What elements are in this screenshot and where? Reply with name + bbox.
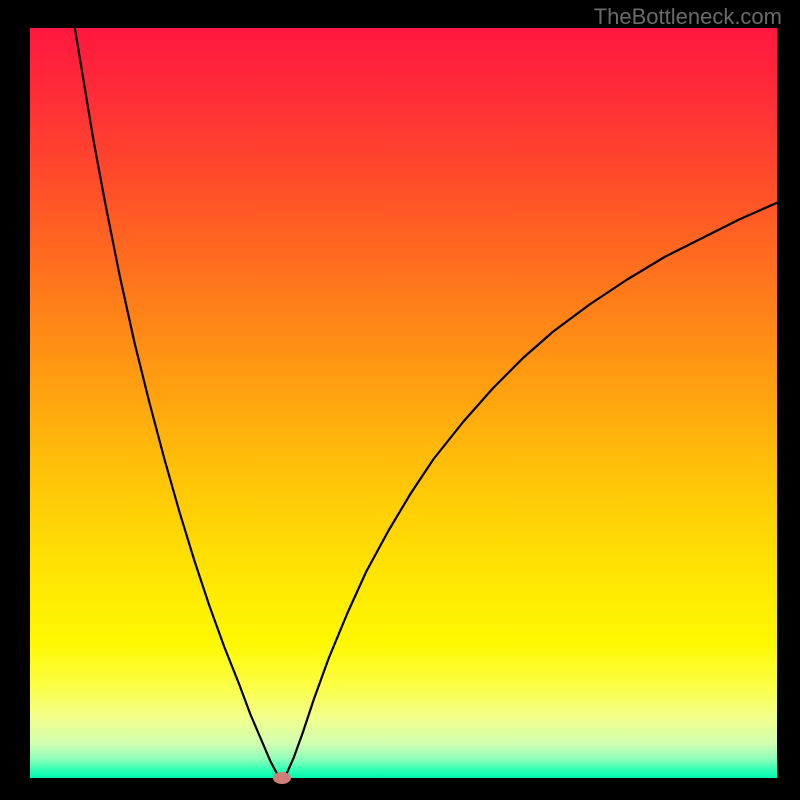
bottleneck-curve [75,28,777,778]
curve-layer [30,28,777,778]
watermark-text: TheBottleneck.com [594,4,782,30]
minimum-marker [273,772,291,784]
plot-area [30,28,777,778]
chart-container: TheBottleneck.com [0,0,800,800]
